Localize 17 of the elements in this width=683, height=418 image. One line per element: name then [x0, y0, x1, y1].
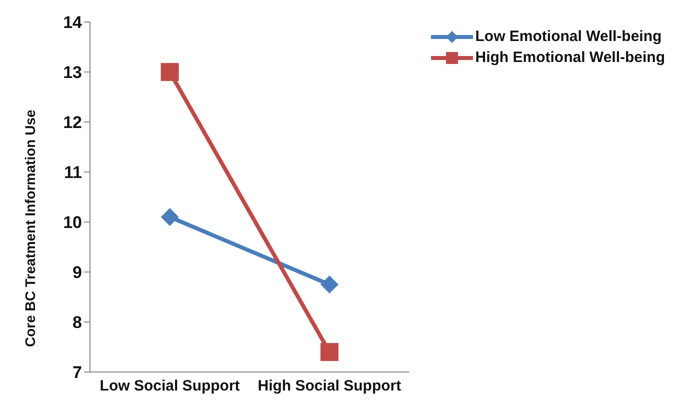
y-axis-title: Core BC Treatment Information Use — [22, 110, 38, 347]
point — [320, 276, 338, 294]
y-tick-label: 11 — [64, 163, 82, 182]
y-tick-label: 7 — [72, 363, 82, 382]
point — [160, 63, 179, 81]
x-tick-label: High Social Support — [258, 378, 402, 395]
y-tick-label: 9 — [72, 263, 82, 282]
x-tick-label: Low Social Support — [100, 378, 240, 395]
point — [160, 208, 179, 226]
y-tick-label: 12 — [63, 113, 82, 132]
y-tick-label: 14 — [63, 13, 83, 32]
point — [320, 343, 338, 361]
y-tick-label: 8 — [72, 313, 82, 332]
y-tick-label: 10 — [63, 213, 82, 232]
y-tick-label: 13 — [63, 63, 82, 82]
legend-label: High Emotional Well-being — [475, 49, 665, 66]
legend-label: Low Emotional Well-being — [475, 28, 662, 45]
